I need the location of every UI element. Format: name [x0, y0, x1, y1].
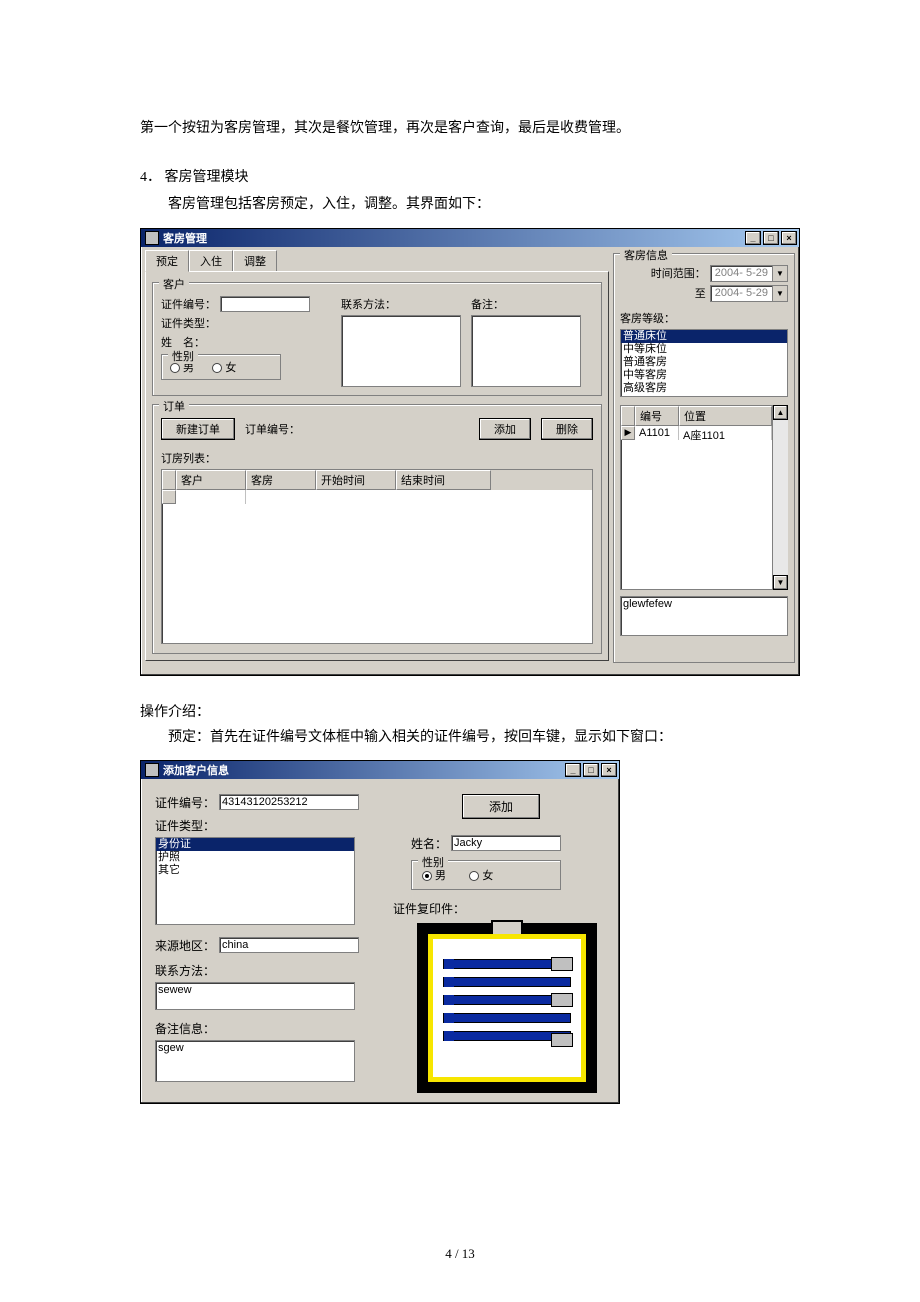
contact-label: 联系方法：: [341, 296, 396, 312]
roominfo-panel: 客房信息 时间范围： 2004- 5-29▼ 至 2004- 5-29▼ 客房等…: [613, 253, 795, 663]
scan-label: 证件复印件：: [393, 900, 465, 917]
list-item[interactable]: 普通客房: [621, 356, 787, 369]
noteinfo-textarea[interactable]: sgew: [155, 1040, 355, 1082]
region-input[interactable]: china: [219, 937, 359, 953]
roominfo-legend: 客房信息: [620, 247, 672, 263]
add-button[interactable]: 添加: [479, 418, 531, 440]
col-customer[interactable]: 客户: [176, 470, 246, 490]
room-grid[interactable]: 编号 位置 ▶ A1101 A座1101: [620, 405, 773, 590]
app-icon: [145, 763, 159, 777]
window-title: 添加客户信息: [163, 762, 229, 778]
cell-no: A1101: [635, 426, 679, 440]
idno-label: 证件编号：: [155, 794, 215, 811]
scroll-down-icon[interactable]: ▼: [773, 575, 788, 590]
date-to[interactable]: 2004- 5-29▼: [710, 285, 788, 302]
window-title: 客房管理: [163, 230, 207, 246]
delete-button[interactable]: 删除: [541, 418, 593, 440]
maximize-button[interactable]: □: [763, 231, 779, 245]
add-button[interactable]: 添加: [462, 794, 540, 819]
col-room[interactable]: 客房: [246, 470, 316, 490]
radio-female[interactable]: [212, 363, 222, 373]
date-from[interactable]: 2004- 5-29▼: [710, 265, 788, 282]
idno-input[interactable]: 43143120253212: [219, 794, 359, 810]
col-pos[interactable]: 位置: [679, 406, 772, 426]
customer-group: 客户 证件编号： 证件类型： 姓 名： 性别 男 女: [152, 282, 602, 396]
radio-female[interactable]: [469, 871, 479, 881]
male-label: 男: [435, 870, 446, 882]
region-label: 来源地区：: [155, 937, 215, 954]
add-customer-window: 添加客户信息 _ □ × 证件编号： 43143120253212 证件类型： …: [140, 760, 620, 1104]
section-heading: 4． 客房管理模块: [140, 165, 780, 190]
tab-adjust[interactable]: 调整: [233, 250, 277, 271]
gender-legend: 性别: [168, 348, 198, 364]
scrollbar[interactable]: ▲ ▼: [773, 405, 788, 590]
room-mgmt-window: 客房管理 _ □ × 预定 入住 调整 客户: [140, 228, 800, 676]
list-item[interactable]: 中等床位: [621, 343, 787, 356]
idtype-label: 证件类型：: [155, 817, 215, 834]
new-order-button[interactable]: 新建订单: [161, 418, 235, 440]
noteinfo-label: 备注信息：: [155, 1020, 215, 1037]
bottom-text[interactable]: glewfefew: [620, 596, 788, 636]
titlebar: 添加客户信息 _ □ ×: [141, 761, 619, 779]
note-textarea[interactable]: [471, 315, 581, 387]
tab-checkin[interactable]: 入住: [189, 250, 233, 271]
close-button[interactable]: ×: [601, 763, 617, 777]
contact-label: 联系方法：: [155, 962, 215, 979]
contact-textarea[interactable]: [341, 315, 461, 387]
clipboard-icon: [417, 923, 597, 1093]
roomlist-grid[interactable]: 客户 客房 开始时间 结束时间: [161, 469, 593, 644]
idno-label: 证件编号：: [161, 296, 216, 312]
name-input[interactable]: Jacky: [451, 835, 561, 851]
page-number: 4 / 13: [0, 1246, 920, 1262]
maximize-button[interactable]: □: [583, 763, 599, 777]
col-no[interactable]: 编号: [635, 406, 679, 426]
minimize-button[interactable]: _: [565, 763, 581, 777]
tabs: 预定 入住 调整: [141, 247, 613, 271]
radio-male[interactable]: [170, 363, 180, 373]
to-label: 至: [695, 285, 706, 301]
roomlist-label: 订房列表：: [161, 450, 216, 466]
order-legend: 订单: [159, 398, 189, 414]
idno-input[interactable]: [220, 296, 310, 312]
roomlevel-label: 客房等级：: [620, 310, 675, 326]
list-item[interactable]: 高级客房: [621, 382, 787, 395]
intro-paragraph: 第一个按钮为客房管理，其次是餐饮管理，再次是客户查询，最后是收费管理。: [140, 116, 780, 141]
radio-male[interactable]: [422, 871, 432, 881]
col-start[interactable]: 开始时间: [316, 470, 396, 490]
female-label: 女: [225, 362, 236, 374]
scroll-up-icon[interactable]: ▲: [773, 405, 788, 420]
app-icon: [145, 231, 159, 245]
order-group: 订单 新建订单 订单编号： 添加 删除 订房列表： 客户: [152, 404, 602, 654]
titlebar: 客房管理 _ □ ×: [141, 229, 799, 247]
minimize-button[interactable]: _: [745, 231, 761, 245]
idtype-label: 证件类型：: [161, 315, 216, 331]
section-body: 客房管理包括客房预定，入住，调整。其界面如下：: [140, 192, 780, 217]
customer-legend: 客户: [159, 276, 189, 292]
ops-heading: 操作介绍：: [140, 700, 780, 725]
list-item[interactable]: 护照: [156, 851, 354, 864]
note-label: 备注：: [471, 296, 504, 312]
idtype-list[interactable]: 身份证 护照 其它: [155, 837, 355, 925]
close-button[interactable]: ×: [781, 231, 797, 245]
list-item[interactable]: 普通床位: [621, 330, 787, 343]
contact-textarea[interactable]: sewew: [155, 982, 355, 1010]
list-item[interactable]: 身份证: [156, 838, 354, 851]
tab-reserve[interactable]: 预定: [145, 250, 189, 272]
section-number: 4．: [140, 170, 161, 185]
list-item[interactable]: 其它: [156, 864, 354, 877]
roomlevel-list[interactable]: 普通床位 中等床位 普通客房 中等客房 高级客房: [620, 329, 788, 397]
ops-body: 预定：首先在证件编号文体框中输入相关的证件编号，按回车键，显示如下窗口：: [140, 725, 780, 750]
section-title-text: 客房管理模块: [165, 170, 249, 185]
timerange-label: 时间范围：: [651, 265, 706, 281]
name-label: 姓名：: [411, 835, 447, 852]
cell-pos: A座1101: [679, 426, 772, 440]
orderno-label: 订单编号：: [245, 421, 300, 437]
list-item[interactable]: 中等客房: [621, 369, 787, 382]
gender-legend: 性别: [418, 854, 448, 870]
col-end[interactable]: 结束时间: [396, 470, 491, 490]
female-label: 女: [482, 870, 493, 882]
